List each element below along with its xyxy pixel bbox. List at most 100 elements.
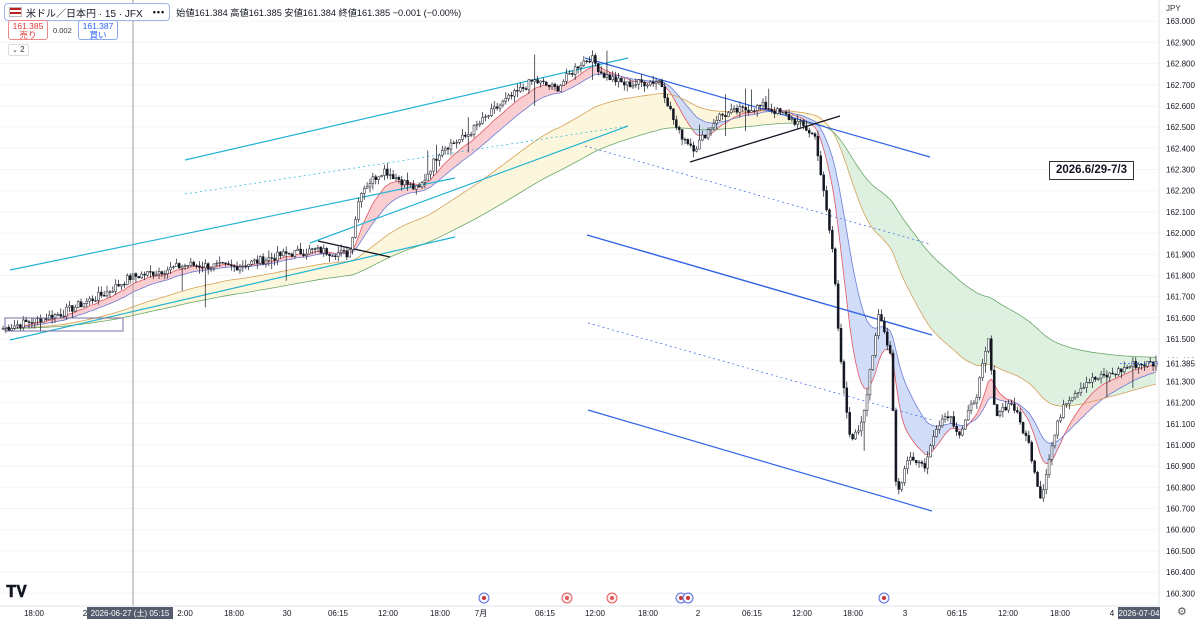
candle-down xyxy=(831,229,834,250)
candle-down xyxy=(594,55,597,64)
candle-up xyxy=(1007,403,1010,411)
candle-down xyxy=(828,209,831,231)
candle-up xyxy=(533,79,536,82)
price-tick-label: 162.400 xyxy=(1166,144,1195,153)
cyan-channel2-lower[interactable] xyxy=(309,125,629,244)
candle-up xyxy=(166,269,169,274)
candle-up xyxy=(1062,404,1065,418)
candle-down xyxy=(160,271,164,275)
candle-down xyxy=(284,251,288,254)
blue-channel-lower[interactable] xyxy=(587,409,933,512)
time-tick-label: 06:15 xyxy=(328,609,349,618)
candle-down xyxy=(663,86,666,99)
candle-up xyxy=(409,183,412,186)
event-dot xyxy=(610,596,614,600)
candle-up xyxy=(42,317,45,323)
candle-up xyxy=(1099,373,1103,379)
candle-down xyxy=(597,63,600,73)
price-tick-label: 162.900 xyxy=(1166,38,1195,47)
range-box xyxy=(4,317,124,332)
candle-up xyxy=(1117,368,1120,375)
candle-down xyxy=(816,136,820,157)
candle-down xyxy=(313,248,317,250)
candle-up xyxy=(1128,365,1132,368)
candle-down xyxy=(1024,432,1028,436)
candle-up xyxy=(1137,363,1140,368)
candle-up xyxy=(267,257,271,261)
price-tick-label: 161.700 xyxy=(1166,293,1195,302)
flag-icon xyxy=(9,7,22,17)
candle-up xyxy=(97,291,100,301)
candle-down xyxy=(328,254,331,257)
candle-up xyxy=(1059,417,1062,422)
candle-down xyxy=(1151,361,1155,367)
cyan-channel-lower[interactable] xyxy=(9,236,456,341)
candle-up xyxy=(440,150,444,156)
candle-down xyxy=(1033,460,1036,473)
symbol-selector[interactable]: 米ドル／日本円 · 15 · JFX ••• xyxy=(4,3,171,21)
candle-up xyxy=(605,74,609,78)
candle-down xyxy=(845,387,849,413)
price-tick-label: 161.200 xyxy=(1166,399,1195,408)
date-range-annotation[interactable]: 2026.6/29-7/3 xyxy=(1049,161,1134,180)
moving-average-lines xyxy=(2,65,1157,465)
sell-button[interactable]: 161.385 売り xyxy=(8,20,48,40)
candle-up xyxy=(582,60,586,66)
tradingview-logo-icon[interactable]: 𝐓𝐕 xyxy=(6,584,27,601)
candle-down xyxy=(585,60,588,62)
candle-down xyxy=(880,314,883,322)
black-trendline-1[interactable] xyxy=(317,240,391,258)
candle-down xyxy=(825,190,828,211)
cyan-channel2-upper[interactable] xyxy=(184,57,629,161)
time-tick-label: 18:00 xyxy=(430,609,451,618)
candle-down xyxy=(536,79,539,84)
time-tick-label: 06:15 xyxy=(742,609,763,618)
black-trendline-2[interactable] xyxy=(689,115,841,163)
candle-down xyxy=(839,328,843,363)
settings-gear-icon[interactable]: ⚙ xyxy=(1177,606,1187,618)
candle-up xyxy=(715,120,719,124)
candle-down xyxy=(516,90,519,92)
candle-down xyxy=(230,264,233,266)
candle-down xyxy=(435,158,438,161)
candle-up xyxy=(94,300,97,302)
candle-up xyxy=(964,419,967,430)
indicators-toggle[interactable]: ⌄ 2 xyxy=(8,44,29,56)
candle-down xyxy=(787,114,791,120)
candle-up xyxy=(565,73,568,82)
cyan-channel-upper[interactable] xyxy=(9,177,456,271)
candle-up xyxy=(478,123,482,125)
time-axis: 18:00 2 2026-06-27 (土) 05:15 2:00 18:00 30 06:… xyxy=(24,607,1160,619)
currency-label[interactable]: JPY xyxy=(1166,4,1181,13)
candle-down xyxy=(770,109,773,112)
candle-up xyxy=(336,252,340,257)
candle-up xyxy=(755,105,759,112)
candle-up xyxy=(1079,388,1083,394)
candle-down xyxy=(299,248,302,255)
candle-up xyxy=(903,468,906,484)
candle-down xyxy=(1111,372,1114,375)
blue-channel-main[interactable] xyxy=(586,234,933,336)
candle-up xyxy=(562,81,565,86)
more-options-icon[interactable]: ••• xyxy=(152,7,166,17)
candle-down xyxy=(261,256,265,265)
candle-up xyxy=(1053,434,1057,447)
candle-down xyxy=(842,361,846,389)
candle-down xyxy=(1013,403,1016,411)
candle-up xyxy=(874,335,877,356)
candle-up xyxy=(65,306,68,317)
candle-down xyxy=(102,295,106,297)
candle-up xyxy=(253,259,256,262)
candle-down xyxy=(1016,410,1019,413)
buy-button[interactable]: 161.387 買い xyxy=(78,20,118,40)
candle-down xyxy=(342,250,346,252)
candle-down xyxy=(27,321,31,323)
candle-down xyxy=(807,130,811,134)
candle-up xyxy=(926,456,929,469)
candle-up xyxy=(877,314,880,336)
time-tick-label: 18:00 xyxy=(224,609,245,618)
candle-down xyxy=(773,110,776,114)
sell-price: 161.385 xyxy=(12,21,44,31)
candle-up xyxy=(215,262,219,265)
